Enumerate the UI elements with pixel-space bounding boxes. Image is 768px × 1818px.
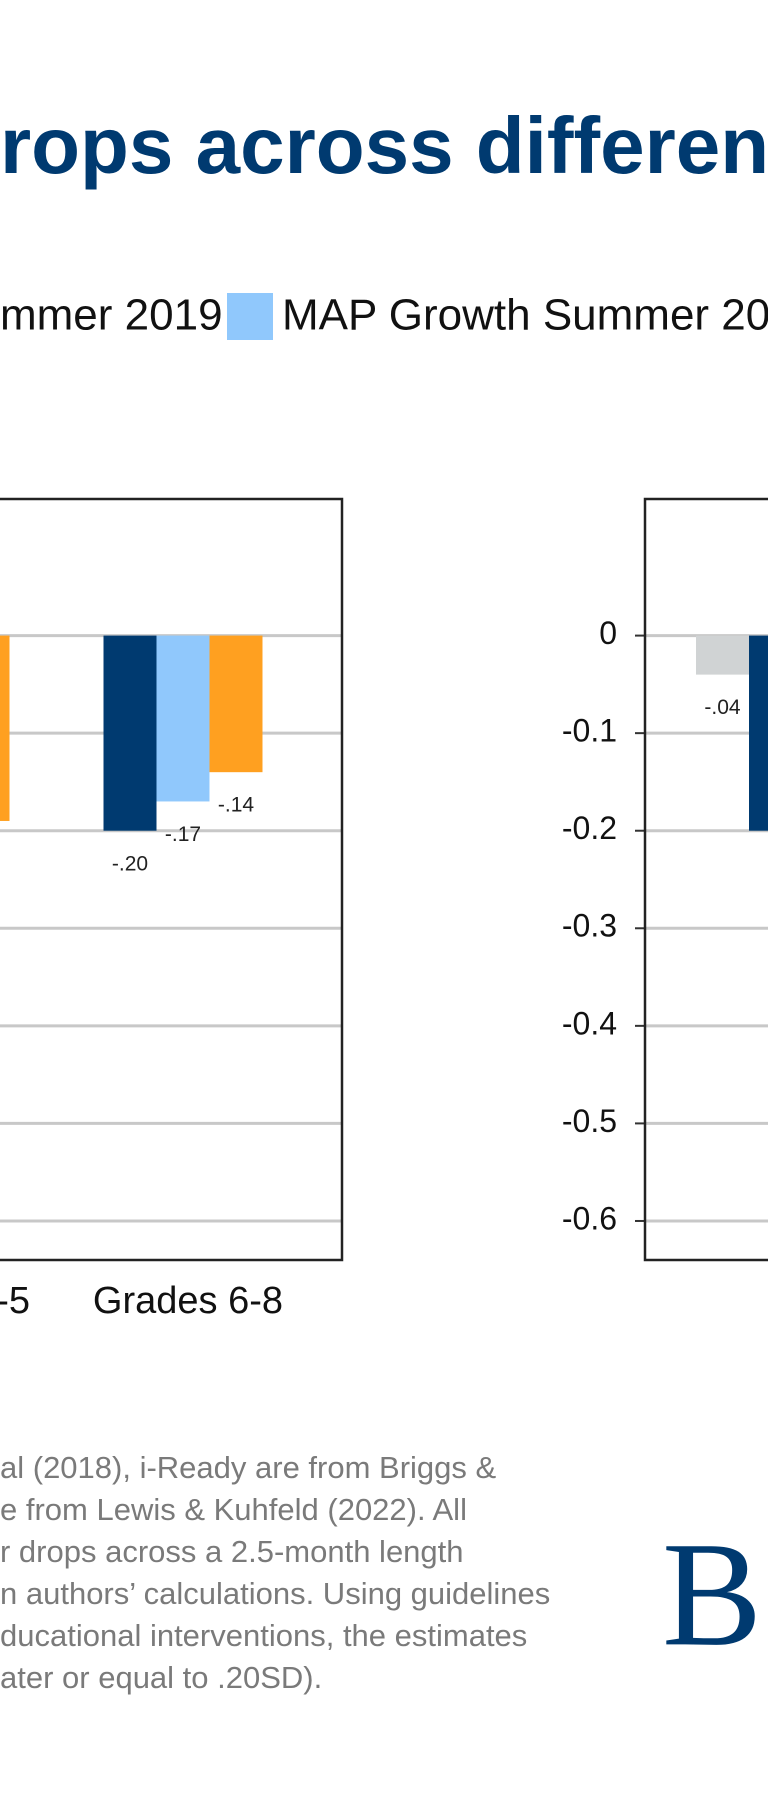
bar	[696, 635, 749, 675]
bar	[0, 635, 10, 821]
value-label: -.04	[704, 696, 741, 719]
plot-frame	[643, 497, 768, 1262]
legend-swatch	[227, 293, 273, 340]
footnote-line: n authors’ calculations. Using guideline…	[0, 1576, 550, 1611]
y-tick-label: -0.4	[562, 1005, 617, 1041]
footnote-line: ducational interventions, the estimates	[0, 1618, 527, 1653]
footnote-line: al (2018), i-Ready are from Briggs &	[0, 1450, 497, 1485]
title: rops across different da	[0, 101, 768, 190]
y-tick-label: 0	[599, 615, 617, 651]
y-tick-label: -0.5	[562, 1103, 617, 1139]
y-tick-label: -0.1	[562, 713, 617, 749]
legend-label: MAP Growth Summer 201	[282, 291, 768, 340]
y-tick-label: -0.2	[562, 810, 617, 846]
footnote-line: r drops across a 2.5-month length	[0, 1534, 464, 1569]
logo: B	[662, 1511, 762, 1677]
bar	[156, 635, 210, 802]
footnote-line: ater or equal to .20SD).	[0, 1660, 322, 1695]
bar	[749, 635, 768, 831]
x-tick-label: Grades 6-8	[93, 1280, 283, 1322]
x-tick-label: -5	[0, 1280, 30, 1322]
bar	[103, 635, 157, 831]
legend-label: mmer 2019	[0, 291, 223, 340]
value-label: -.20	[112, 852, 148, 875]
bar	[209, 635, 263, 773]
value-label: -.14	[218, 794, 255, 817]
value-label: -.17	[165, 823, 201, 846]
y-tick-label: -0.6	[562, 1200, 617, 1236]
plot-frame	[0, 497, 344, 1262]
footnote-line: e from Lewis & Kuhfeld (2022). All	[0, 1492, 467, 1527]
y-tick-label: -0.3	[562, 908, 617, 944]
